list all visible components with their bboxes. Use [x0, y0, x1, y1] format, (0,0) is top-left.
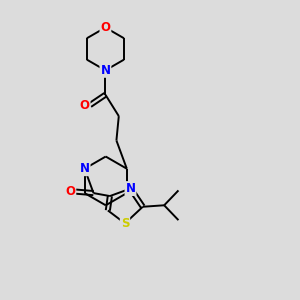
Text: N: N — [80, 162, 90, 175]
Text: S: S — [121, 217, 129, 230]
Text: N: N — [100, 64, 110, 77]
Text: N: N — [125, 182, 136, 195]
Text: O: O — [100, 21, 110, 34]
Text: O: O — [65, 185, 75, 198]
Text: O: O — [80, 99, 90, 112]
